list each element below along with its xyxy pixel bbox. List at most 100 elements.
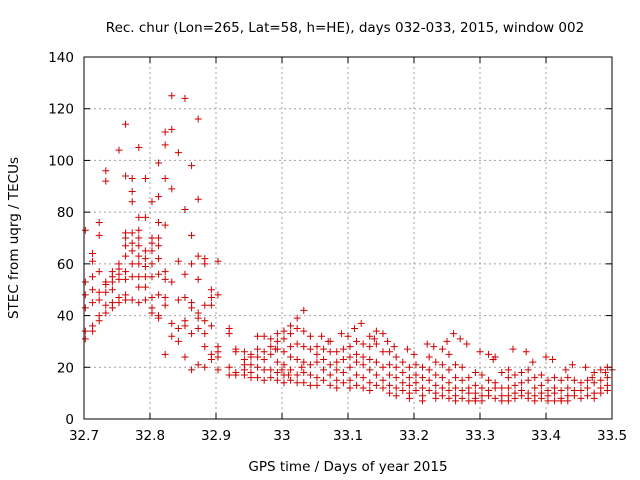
data-point <box>357 319 365 327</box>
data-point <box>135 242 143 250</box>
data-point <box>359 361 367 369</box>
data-point <box>531 384 539 392</box>
data-point <box>102 309 110 317</box>
data-point <box>128 175 136 183</box>
data-point <box>432 381 440 389</box>
data-point <box>293 379 301 387</box>
data-point <box>366 366 374 374</box>
data-point <box>81 291 89 299</box>
data-point <box>326 381 334 389</box>
data-point <box>537 394 545 402</box>
data-point <box>260 356 268 364</box>
data-point <box>306 381 314 389</box>
data-point <box>485 392 493 400</box>
data-point <box>333 384 341 392</box>
data-point <box>518 379 526 387</box>
data-point <box>471 368 479 376</box>
data-point <box>115 299 123 307</box>
data-point <box>498 384 506 392</box>
data-point <box>306 361 314 369</box>
data-point <box>260 376 268 384</box>
data-point <box>271 345 279 353</box>
data-point <box>194 252 202 260</box>
data-point <box>254 345 262 353</box>
data-point <box>128 247 136 255</box>
data-point <box>141 273 149 281</box>
data-point <box>155 255 163 263</box>
data-point <box>458 363 466 371</box>
data-point <box>95 268 103 276</box>
data-point <box>81 304 89 312</box>
data-point <box>207 293 215 301</box>
data-point <box>524 394 532 402</box>
data-point <box>485 350 493 358</box>
data-point <box>280 335 288 343</box>
data-point <box>346 363 354 371</box>
data-point <box>102 301 110 309</box>
data-point <box>320 356 328 364</box>
data-point <box>155 314 163 322</box>
data-point <box>293 325 301 332</box>
data-point <box>201 317 209 325</box>
data-point <box>135 234 143 242</box>
data-point <box>498 397 506 405</box>
data-point <box>122 268 130 276</box>
data-point <box>181 270 189 278</box>
data-point <box>511 371 519 379</box>
data-point <box>445 387 453 395</box>
data-point <box>518 392 526 400</box>
data-point <box>254 332 262 340</box>
data-point <box>174 325 182 332</box>
data-point <box>161 128 169 136</box>
data-point <box>537 371 545 379</box>
data-point <box>478 397 486 405</box>
data-point <box>425 376 433 384</box>
data-point <box>128 198 136 206</box>
data-point <box>240 348 248 356</box>
data-point <box>285 371 293 379</box>
data-point <box>141 213 149 221</box>
data-point <box>544 376 552 384</box>
data-point <box>214 353 222 361</box>
data-point <box>412 387 420 395</box>
data-point <box>194 275 202 283</box>
data-point <box>551 389 559 397</box>
data-point <box>452 361 460 369</box>
data-point <box>122 275 130 283</box>
data-point <box>214 291 222 299</box>
data-point <box>161 301 169 309</box>
data-point <box>128 260 136 268</box>
data-point <box>81 278 89 286</box>
data-point <box>588 374 596 382</box>
data-point <box>476 348 484 356</box>
data-point <box>207 301 215 309</box>
data-point <box>366 387 374 395</box>
data-point <box>188 162 196 170</box>
data-point <box>379 348 387 356</box>
data-point <box>498 368 506 376</box>
data-point <box>287 330 295 338</box>
data-point <box>313 374 321 382</box>
data-point <box>81 226 89 234</box>
data-point <box>194 361 202 369</box>
data-point <box>194 195 202 203</box>
data-point <box>128 229 136 237</box>
y-tick-label: 60 <box>57 257 74 273</box>
data-point <box>564 374 572 382</box>
x-tick-label: 33.1 <box>333 428 363 444</box>
data-point <box>155 193 163 201</box>
data-point <box>557 376 565 384</box>
data-point <box>549 356 557 364</box>
data-point <box>293 356 301 364</box>
data-point <box>537 381 545 389</box>
data-point <box>564 397 572 405</box>
data-point <box>194 115 202 123</box>
data-point <box>419 363 427 371</box>
data-point <box>174 257 182 265</box>
data-point <box>155 234 163 242</box>
data-point <box>601 368 609 376</box>
data-point <box>168 278 176 286</box>
data-point <box>135 299 143 307</box>
data-point <box>141 262 149 270</box>
